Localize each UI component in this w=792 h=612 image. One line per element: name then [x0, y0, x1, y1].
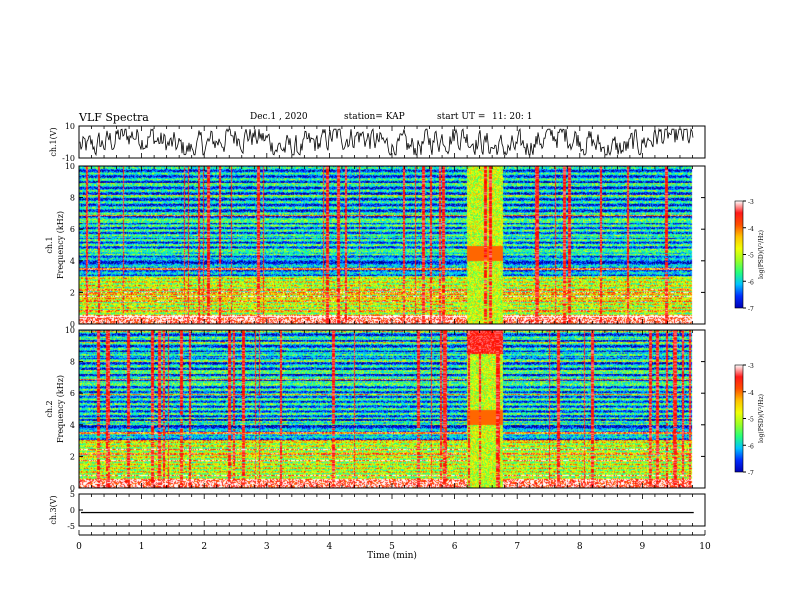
x-tick-label: 6	[452, 542, 458, 552]
y-tick-label: 8	[70, 358, 75, 367]
y-tick-label: 5	[70, 490, 75, 499]
colorbar-tick-label: -4	[748, 390, 754, 397]
colorbar-tick-label: -7	[748, 306, 754, 313]
waveform-line	[79, 127, 694, 157]
colorbar-tick-label: -3	[748, 363, 754, 370]
y-tick-label: 10	[65, 162, 75, 171]
y-tick-label: 0	[70, 484, 75, 493]
y-tick-label: 6	[70, 225, 75, 234]
colorbar-tick-label: -5	[748, 417, 754, 424]
colorbar-tick-label: -6	[748, 279, 754, 286]
colorbar-label: log(PSD)(V²/Hz)	[758, 230, 765, 279]
y-tick-label: -10	[62, 154, 75, 163]
colorbar-tick-label: -5	[748, 253, 754, 260]
y-tick-label: 4	[70, 421, 75, 430]
colorbar	[734, 200, 744, 309]
y-tick-label: 0	[70, 320, 75, 329]
y-axis-label: ch.2	[45, 400, 54, 417]
x-tick-label: 8	[577, 542, 583, 552]
y-tick-label: 10	[65, 326, 75, 335]
y-tick-label: 10	[65, 122, 75, 131]
x-tick-label: 7	[514, 542, 520, 552]
start-time-value: 11: 20: 1	[492, 112, 533, 122]
ch2-spectrogram-panel: 0 2 4 6 8 10 ch.2 Frequency (kHz) -3 -4 -5 -6 -7 log(…	[45, 326, 765, 493]
colorbar	[734, 364, 744, 473]
ch1-spectrogram-panel: 0 2 4 6 8 10 ch.1 Frequency (kHz) -3 -4 -5 -6 -7 log(…	[45, 162, 765, 329]
ch3-waveform-panel: 5 0 -5 ch.3(V)	[49, 490, 706, 531]
x-tick-label: 1	[139, 542, 145, 552]
y-tick-label: 4	[70, 257, 75, 266]
x-tick-label: 4	[327, 542, 333, 552]
y-tick-label: 0	[70, 506, 75, 515]
waveform-band	[81, 511, 694, 514]
x-axis: 0 1 2 3 4 5 6 7 8 9 10 Time (min)	[76, 530, 711, 561]
colorbar-tick-label: -7	[748, 470, 754, 477]
date-label: Dec.1 , 2020	[250, 112, 308, 122]
y-axis-label-2: Frequency (kHz)	[56, 375, 65, 443]
figure-title: VLF Spectra	[79, 111, 149, 124]
colorbar-tick-label: -4	[748, 226, 754, 233]
x-tick-label: 3	[264, 542, 270, 552]
x-tick-label: 0	[76, 542, 82, 552]
y-tick-label: -5	[67, 522, 75, 531]
colorbar-label: log(PSD)(V²/Hz)	[758, 394, 765, 443]
spectrogram-image	[79, 166, 705, 324]
y-tick-label: 2	[70, 452, 75, 461]
y-axis-label-2: Frequency (kHz)	[56, 211, 65, 279]
y-axis-label: ch.1	[45, 236, 54, 253]
y-axis-label: ch.3(V)	[49, 495, 58, 524]
x-tick-label: 5	[389, 542, 395, 552]
station-label: station= KAP	[344, 112, 405, 122]
x-tick-label: 10	[699, 542, 711, 552]
ch1-waveform-panel: 10 -10 ch.1(V)	[49, 122, 706, 163]
x-tick-label: 2	[201, 542, 207, 552]
y-tick-label: 2	[70, 288, 75, 297]
colorbar-tick-label: -6	[748, 443, 754, 450]
x-tick-label: 9	[640, 542, 646, 552]
y-axis-label: ch.1(V)	[49, 127, 58, 156]
colorbar-tick-label: -3	[748, 199, 754, 206]
y-tick-label: 8	[70, 194, 75, 203]
y-tick-label: 6	[70, 389, 75, 398]
start-time-prefix: start UT =	[437, 112, 486, 122]
x-axis-label: Time (min)	[367, 550, 417, 561]
spectrogram-image	[79, 330, 705, 488]
